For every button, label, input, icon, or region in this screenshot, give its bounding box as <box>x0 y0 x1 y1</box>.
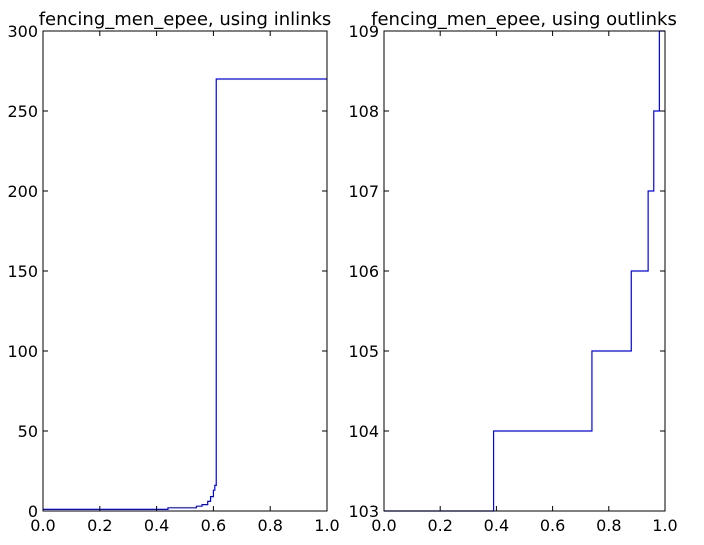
y-tick-label: 300 <box>7 22 38 41</box>
tick-labels-layer: 0.0 0.2 0.4 0.6 0.8 1.0 0 50 100 150 200 250 300 <box>7 22 339 535</box>
x-tick-label: 0.4 <box>484 516 509 535</box>
chart-title: fencing_men_epee, using inlinks <box>39 9 332 30</box>
x-tick-label: 0.0 <box>30 516 55 535</box>
series-layer <box>43 78 327 510</box>
ticks-layer <box>42 30 328 512</box>
x-tick-label: 0.4 <box>144 516 169 535</box>
y-tick-label: 106 <box>348 262 379 281</box>
y-tick-label: 108 <box>348 102 379 121</box>
y-tick-label: 0 <box>28 502 38 521</box>
tick-labels-layer: 0.0 0.2 0.4 0.6 0.8 1.0 103 104 105 106 107 108 109 <box>348 22 677 535</box>
x-tick-label: 1.0 <box>314 516 339 535</box>
x-tick-label: 1.0 <box>652 516 677 535</box>
chart-title: fencing_men_epee, using outlinks <box>371 9 677 30</box>
y-tick-label: 100 <box>7 342 38 361</box>
series-layer <box>384 30 665 512</box>
y-tick-label: 107 <box>348 182 379 201</box>
x-tick-label: 0.2 <box>87 516 112 535</box>
outlinks-chart-panel: fencing_men_epee, using outlinks 0.0 0.2 0… <box>348 9 677 535</box>
y-tick-label: 150 <box>7 262 38 281</box>
y-tick-label: 250 <box>7 102 38 121</box>
series-line <box>384 30 665 512</box>
y-tick-label: 109 <box>348 22 379 41</box>
y-tick-label: 105 <box>348 342 379 361</box>
x-tick-label: 0.8 <box>596 516 621 535</box>
x-tick-label: 0.2 <box>427 516 452 535</box>
inlinks-chart-panel: fencing_men_epee, using inlinks 0.0 0.2 0.… <box>7 9 339 535</box>
series-line <box>43 78 327 510</box>
y-tick-label: 50 <box>18 422 38 441</box>
y-tick-label: 200 <box>7 182 38 201</box>
x-tick-label: 0.6 <box>201 516 226 535</box>
x-tick-label: 0.8 <box>257 516 282 535</box>
y-tick-label: 103 <box>348 502 379 521</box>
ticks-layer <box>383 30 666 512</box>
x-tick-label: 0.6 <box>540 516 565 535</box>
y-tick-label: 104 <box>348 422 379 441</box>
x-tick-label: 0.0 <box>371 516 396 535</box>
